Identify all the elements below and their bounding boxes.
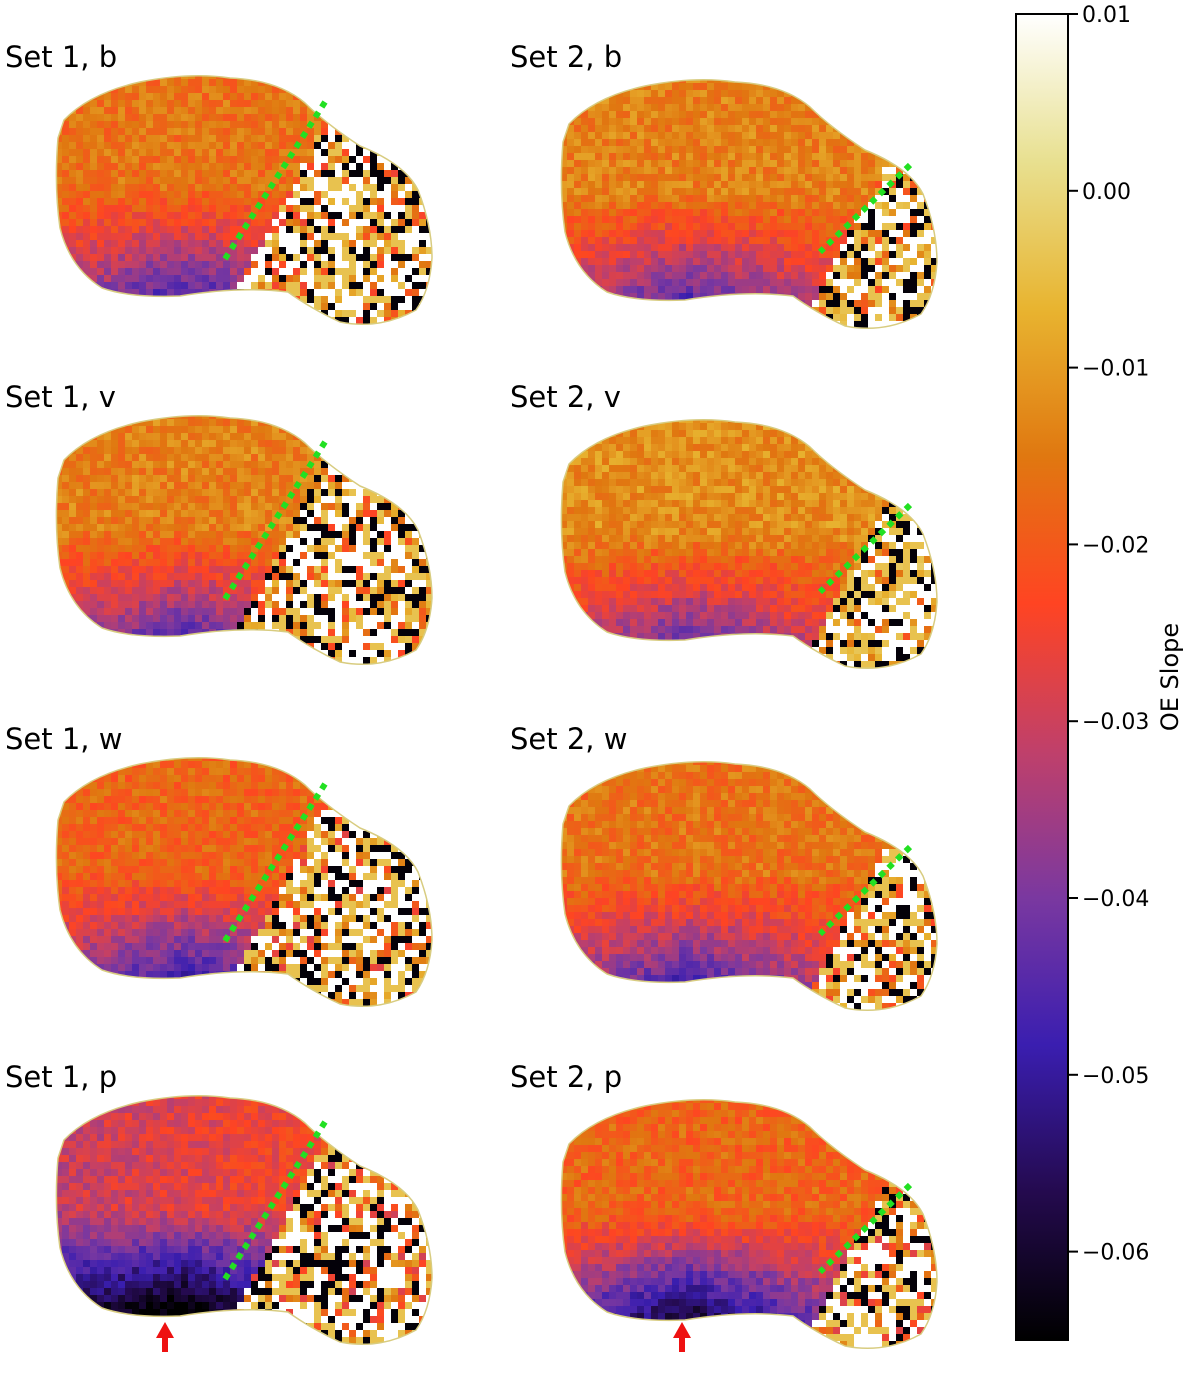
panel-v-set2: Set 2, v (510, 380, 980, 700)
panel-w-set2: Set 2, w (510, 722, 980, 1042)
slope-heatmap (20, 58, 441, 339)
red-arrow-icon (673, 1322, 691, 1352)
colorbar-tick-label: −0.02 (1082, 533, 1149, 558)
panel-b-set1: Set 1, b (5, 40, 475, 360)
slope-heatmap (525, 62, 946, 343)
slope-heatmap (20, 740, 441, 1021)
red-arrow-icon (156, 1322, 174, 1352)
panel-p-set2: Set 2, p (510, 1060, 980, 1380)
colorbar-tick-label: −0.03 (1082, 710, 1149, 735)
colorbar-tick-label: 0.01 (1082, 3, 1131, 28)
colorbar-tick-label: 0.00 (1082, 180, 1131, 205)
slope-heatmap (525, 1082, 946, 1363)
panel-b-set2: Set 2, b (510, 40, 980, 360)
asteroid-map (5, 380, 475, 700)
panel-v-set1: Set 1, v (5, 380, 475, 700)
colorbar-ticks: 0.01 0.00 −0.01 −0.02 −0.03 −0.04 −0.05 −0.06 (1068, 3, 1149, 1266)
colorbar-gradient (1016, 14, 1068, 1340)
slope-heatmap (525, 744, 946, 1025)
asteroid-map (510, 40, 980, 360)
slope-heatmap (20, 398, 441, 679)
slope-heatmap (20, 1078, 441, 1359)
colorbar-title: OE Slope (1156, 623, 1184, 731)
asteroid-map (510, 722, 980, 1042)
colorbar-tick-label: −0.06 (1082, 1241, 1149, 1266)
colorbar-tick-label: −0.04 (1082, 887, 1149, 912)
asteroid-map (510, 380, 980, 700)
asteroid-map (5, 40, 475, 360)
asteroid-map (5, 1060, 475, 1380)
asteroid-map (5, 722, 475, 1042)
slope-heatmap (525, 402, 946, 683)
colorbar-tick-label: −0.05 (1082, 1064, 1149, 1089)
colorbar: 0.01 0.00 −0.01 −0.02 −0.03 −0.04 −0.05 −0.06 O… (1010, 0, 1195, 1355)
panel-w-set1: Set 1, w (5, 722, 475, 1042)
colorbar-tick-label: −0.01 (1082, 357, 1149, 382)
panel-p-set1: Set 1, p (5, 1060, 475, 1380)
asteroid-map (510, 1060, 980, 1380)
